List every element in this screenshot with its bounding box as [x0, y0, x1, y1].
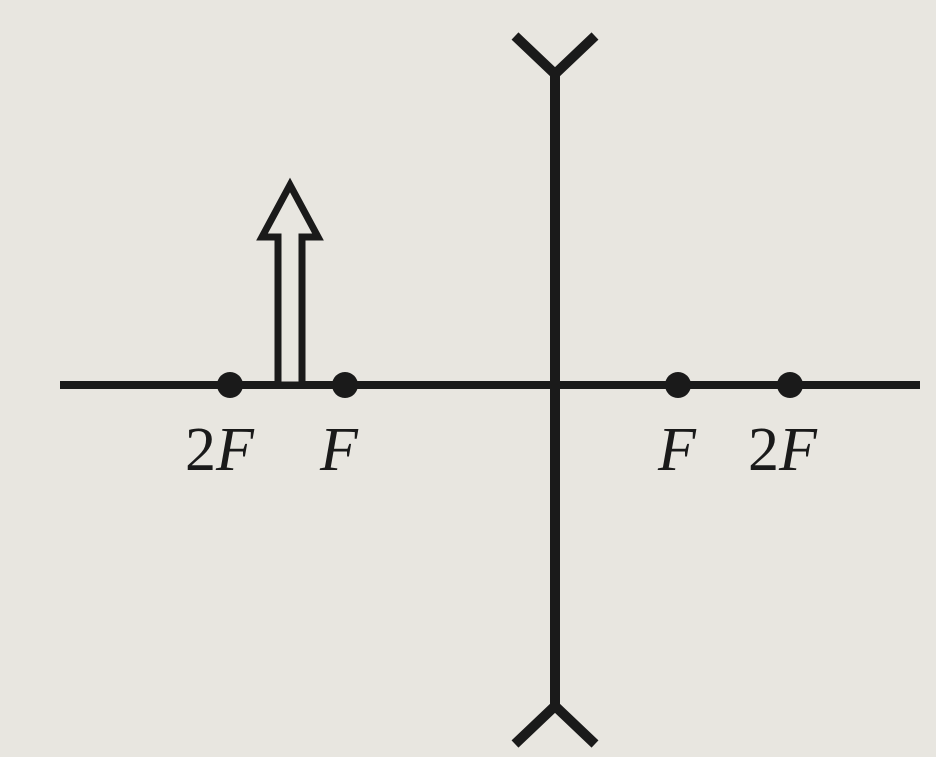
focal-point-2F_right — [777, 372, 803, 398]
lens-bottom-arrow — [515, 706, 595, 744]
focal-point-F_left — [332, 372, 358, 398]
focal-point-2F_left — [217, 372, 243, 398]
focal-point-F_right — [665, 372, 691, 398]
object-arrow — [262, 185, 318, 385]
focal-label-2F_right: 2F — [748, 415, 817, 486]
lens-diagram: 2F F F 2F — [0, 0, 936, 757]
focal-label-F_left: F — [320, 415, 358, 486]
focal-label-2F_left: 2F — [185, 415, 254, 486]
focal-label-F_right: F — [658, 415, 696, 486]
lens-top-arrow — [515, 36, 595, 74]
diagram-svg — [0, 0, 936, 757]
